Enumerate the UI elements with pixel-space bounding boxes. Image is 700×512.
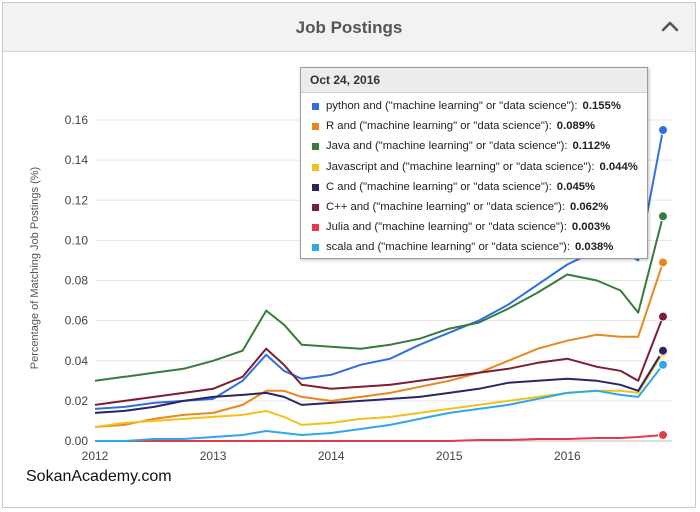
tooltip-row-value: 0.062% — [569, 200, 609, 213]
series-end-marker-6 — [658, 429, 668, 440]
series-line-6 — [95, 434, 664, 442]
y-tick-label: 0.08 — [65, 274, 89, 288]
panel-header: Job Postings — [3, 3, 695, 52]
y-tick-label: 0.04 — [65, 354, 89, 368]
tooltip-row-value: 0.038% — [575, 241, 614, 254]
series-color-swatch — [312, 123, 319, 131]
y-tick-label: 0.02 — [65, 394, 89, 408]
series-color-swatch — [312, 183, 319, 191]
series-color-swatch — [312, 163, 319, 171]
x-tick-label: 2014 — [318, 449, 345, 463]
tooltip-row-label: C++ and ("machine learning" or "data sci… — [326, 200, 565, 213]
tooltip-row-label: Java and ("machine learning" or "data sc… — [326, 140, 568, 153]
series-line-4 — [94, 350, 664, 414]
series-color-swatch — [312, 143, 319, 151]
y-tick-label: 0.14 — [65, 153, 89, 167]
y-axis-label: Percentage of Matching Job Postings (%) — [29, 167, 41, 369]
tooltip-date: Oct 24, 2016 — [301, 68, 647, 93]
series-color-swatch — [312, 203, 319, 211]
tooltip-row: R and ("machine learning" or "data scien… — [301, 116, 647, 136]
tooltip-row-label: scala and ("machine learning" or "data s… — [326, 241, 570, 254]
watermark: SokanAcademy.com — [26, 468, 172, 485]
hover-tooltip: Oct 24, 2016 python and ("machine learni… — [300, 67, 648, 259]
series-end-markers — [658, 125, 668, 440]
tooltip-row: Javascript and ("machine learning" or "d… — [301, 157, 647, 177]
y-tick-label: 0.06 — [65, 314, 89, 328]
x-tick-label: 2015 — [436, 449, 463, 463]
collapse-button[interactable] — [657, 13, 683, 39]
tooltip-row-label: Javascript and ("machine learning" or "d… — [326, 160, 595, 173]
series-end-marker-0 — [658, 125, 668, 136]
tooltip-row: C++ and ("machine learning" or "data sci… — [301, 197, 647, 217]
tooltip-row-value: 0.155% — [582, 100, 621, 112]
y-tick-label: 0.16 — [65, 113, 89, 127]
tooltip-row-label: C and ("machine learning" or "data scien… — [326, 180, 552, 193]
series-end-marker-7 — [658, 359, 668, 370]
tooltip-row-label: Julia and ("machine learning" or "data s… — [326, 221, 567, 234]
tooltip-rows: python and ("machine learning" or "data … — [301, 93, 647, 258]
series-end-marker-2 — [658, 211, 668, 222]
series-end-marker-1 — [658, 257, 668, 268]
tooltip-row: Java and ("machine learning" or "data sc… — [301, 136, 647, 156]
panel-title: Job Postings — [295, 18, 403, 37]
tooltip-row-value: 0.112% — [572, 140, 611, 153]
y-tick-label: 0.12 — [65, 193, 89, 207]
tooltip-row: scala and ("machine learning" or "data s… — [301, 237, 647, 257]
x-tick-label: 2012 — [82, 449, 109, 463]
series-end-marker-4 — [658, 345, 668, 356]
tooltip-row-value: 0.045% — [556, 180, 596, 193]
tooltip-row-label: python and ("machine learning" or "data … — [326, 100, 578, 112]
x-tick-labels: 2012 2013 2014 2015 2016 — [82, 449, 581, 463]
x-tick-label: 2013 — [200, 449, 227, 463]
y-tick-label: 0.00 — [65, 434, 89, 448]
series-color-swatch — [312, 224, 319, 232]
series-line-7 — [95, 364, 664, 442]
tooltip-row: Julia and ("machine learning" or "data s… — [301, 217, 647, 237]
series-line-1 — [94, 262, 664, 428]
x-tick-label: 2016 — [554, 449, 581, 463]
tooltip-row-label: R and ("machine learning" or "data scien… — [326, 120, 552, 133]
series-line-5 — [94, 316, 664, 406]
tooltip-row-value: 0.044% — [599, 160, 638, 173]
chevron-up-icon — [661, 21, 679, 32]
y-tick-label: 0.10 — [65, 233, 89, 247]
tooltip-row-value: 0.003% — [571, 221, 611, 234]
series-color-swatch — [312, 244, 319, 252]
tooltip-row: python and ("machine learning" or "data … — [301, 96, 647, 116]
tooltip-row-value: 0.089% — [556, 120, 596, 133]
tooltip-row: C and ("machine learning" or "data scien… — [301, 177, 647, 197]
series-end-marker-5 — [658, 311, 668, 322]
y-tick-labels: 0.00 0.02 0.04 0.06 0.08 0.10 0.12 0.14 0.16 — [65, 113, 89, 448]
series-line-2 — [94, 216, 664, 382]
series-color-swatch — [312, 103, 319, 110]
